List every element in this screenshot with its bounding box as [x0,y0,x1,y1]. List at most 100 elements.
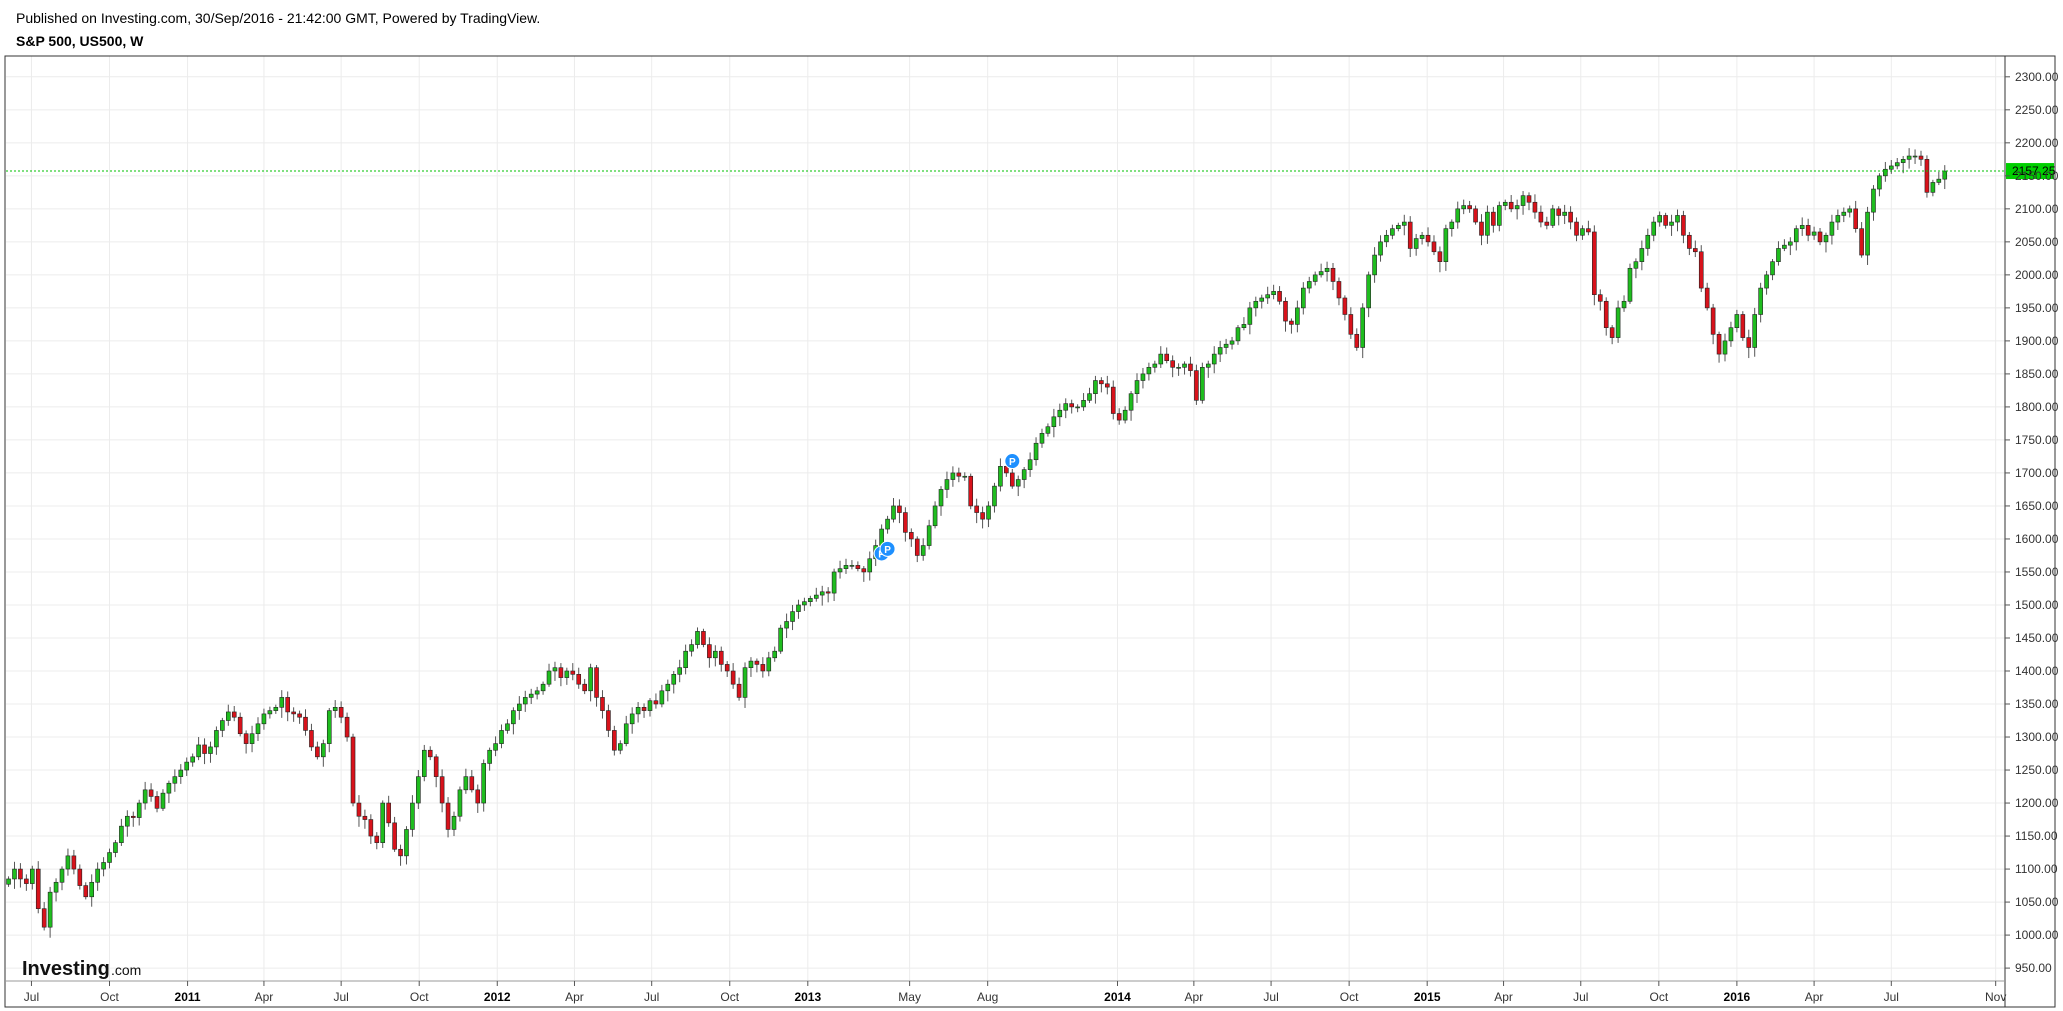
event-marker-icon [1004,453,1021,470]
candle-up [1122,409,1128,421]
candle-up [499,730,504,744]
candle-down [1586,228,1591,233]
candle-down [71,855,77,870]
candle-up [992,485,997,507]
candle-up [107,852,112,863]
candle-down [356,802,362,817]
candle-down [718,650,724,665]
candle-up [1645,234,1651,249]
candle-up [1877,175,1882,190]
candle-up [998,466,1003,487]
candle-down [303,716,308,731]
candle-up [172,776,178,784]
candle-up [1378,241,1383,256]
candle-down [1170,360,1175,368]
candle-up [1455,208,1461,223]
candle-down [1574,221,1579,236]
price-tick-label: 1700.00 [2015,466,2059,480]
candle-up [1146,367,1152,375]
candle-up [190,756,195,763]
candle-up [796,604,801,612]
price-tick-label: 1500.00 [2015,598,2059,612]
candle-down [77,868,83,886]
candle-up [635,707,641,715]
candle-up [1799,225,1805,229]
candle-up [214,730,219,748]
candle-up [713,650,718,659]
event-markers: P PP [873,453,1021,562]
candle-down [736,683,742,698]
candle-up [47,891,53,928]
candle-down [600,697,605,711]
candle-down [1354,333,1360,348]
candle-up [1051,416,1057,428]
candle-up [101,862,106,870]
candle-down [724,664,730,672]
candle-up [819,591,825,596]
candle-up [1835,215,1841,223]
candle-up [784,621,789,629]
candle-up [944,479,950,490]
candle-up [1734,314,1740,328]
candle-up [326,710,332,744]
candle-up [279,697,285,708]
candle-up [617,743,623,751]
candle-up [1752,314,1758,348]
candle-down [1592,231,1597,295]
candle-down [297,713,302,718]
candle-down [427,749,433,758]
candle-up [1562,211,1567,216]
candle-down [570,670,576,675]
price-tick-label: 1400.00 [2015,664,2059,678]
candle-up [552,667,558,672]
time-tick-label: May [898,990,921,1004]
candle-down [903,512,908,533]
candle-down [1105,383,1110,388]
candle-up [677,667,682,675]
candle-up [522,697,528,705]
candle-up [517,703,522,711]
candle-down [1538,211,1544,223]
candle-up [926,525,932,546]
candle-up [1306,281,1312,289]
candle-up [534,690,540,695]
candle-up [1360,307,1366,348]
candle-down [1342,297,1348,315]
time-tick-label: Oct [100,990,119,1004]
candle-up [457,789,463,817]
candle-down [1740,314,1746,338]
time-tick-label: Oct [410,990,429,1004]
candle-up [53,881,59,893]
candle-down [1491,211,1496,226]
candle-up [540,683,546,692]
candle-down [202,744,207,754]
candle-up [891,505,896,520]
candle-up [421,749,427,777]
candle-up [986,505,991,520]
candle-up [629,713,635,725]
time-tick-label: Jul [1573,990,1588,1004]
candle-up [1366,274,1371,309]
candle-up [938,489,944,507]
price-tick-label: 2000.00 [2015,268,2059,282]
candle-down [1544,221,1550,226]
candle-up [1027,459,1033,470]
candle-up [416,776,421,804]
candle-down [1188,363,1193,371]
candle-up [659,690,665,705]
candle-down [1164,353,1170,361]
candle-up [1419,234,1425,239]
candle-down [475,789,481,804]
candle-up [1045,426,1051,434]
candle-up [1158,353,1164,365]
candle-down [344,716,350,738]
price-tick-label: 1600.00 [2015,532,2059,546]
candle-down [1277,291,1282,302]
candle-up [1087,393,1092,401]
candle-up [837,568,843,573]
logo-brand: Investing [22,958,110,980]
candle-down [861,568,867,573]
candle-up [1182,363,1187,368]
price-tick-label: 1950.00 [2015,301,2059,315]
